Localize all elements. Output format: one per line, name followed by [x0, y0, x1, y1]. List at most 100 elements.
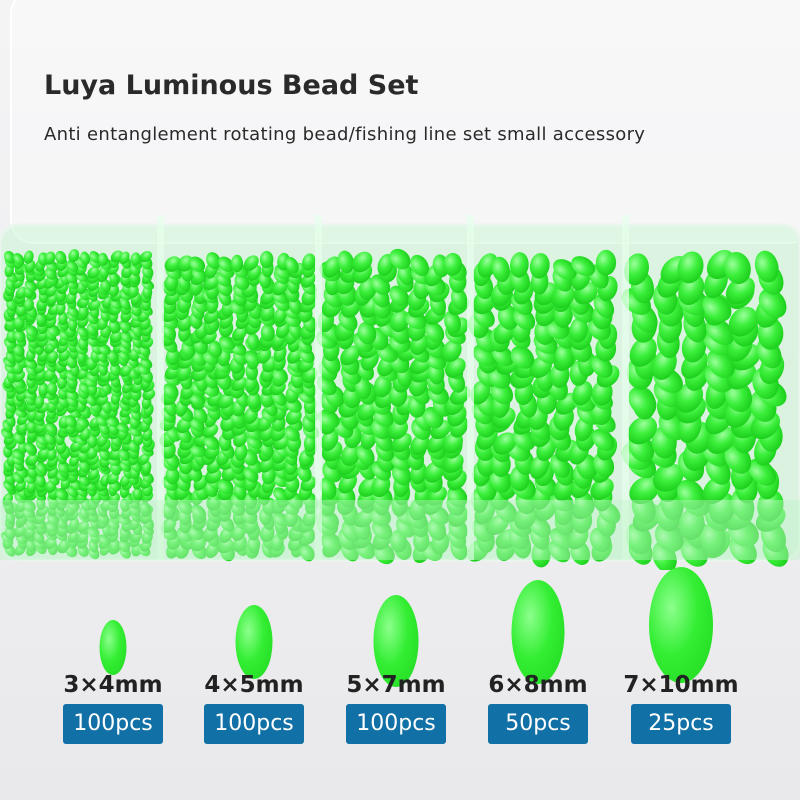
bead [553, 259, 577, 280]
bead [106, 473, 119, 485]
bead [569, 317, 589, 343]
bead [247, 391, 261, 410]
bead [320, 477, 337, 500]
bead [320, 429, 339, 452]
bead [102, 295, 113, 309]
bead [206, 493, 222, 511]
bead [300, 544, 315, 562]
bead [725, 276, 755, 305]
bead [80, 251, 91, 265]
bead [119, 319, 132, 332]
bead [247, 535, 261, 554]
bead [234, 443, 248, 461]
bead [748, 458, 777, 486]
bead [116, 422, 129, 434]
bead [491, 256, 510, 283]
bead [203, 309, 220, 324]
bead [26, 480, 37, 494]
bead [78, 474, 91, 487]
bead [38, 382, 49, 397]
bead [45, 422, 58, 434]
bead [166, 347, 180, 366]
bead [13, 525, 26, 538]
bead [555, 343, 575, 369]
bead [121, 265, 133, 279]
bead [410, 254, 429, 277]
bead [120, 297, 131, 311]
bead [4, 526, 16, 540]
box-divider [157, 215, 164, 560]
count-badge: 100pcs [346, 704, 446, 744]
bead [232, 325, 248, 341]
bead [110, 363, 122, 377]
bead [78, 304, 89, 319]
bead [16, 421, 28, 435]
bead [302, 253, 316, 271]
product-subtitle: Anti entanglement rotating bead/fishing … [44, 124, 646, 145]
bead [160, 517, 177, 533]
bead [58, 539, 70, 553]
bead [285, 409, 302, 425]
bead [68, 249, 80, 263]
bead [2, 493, 14, 506]
bead [592, 428, 615, 452]
size-label: 7×10mm [623, 672, 739, 698]
bead [109, 330, 122, 343]
bead [595, 249, 617, 276]
bead [77, 326, 89, 338]
bead [259, 250, 274, 269]
bead [137, 453, 150, 466]
bead [25, 325, 39, 337]
bead [389, 248, 411, 270]
bead [25, 538, 36, 552]
bead-3x4 [99, 620, 127, 675]
count-badge: 25pcs [631, 704, 731, 744]
bead [24, 442, 37, 454]
size-label: 5×7mm [346, 672, 446, 698]
bead [189, 256, 206, 272]
bead [98, 534, 111, 546]
bead [629, 336, 657, 367]
bead [37, 447, 50, 460]
bead [120, 330, 133, 344]
bead [139, 251, 153, 263]
bead [87, 468, 100, 481]
bead [23, 298, 34, 312]
count-badge: 50pcs [488, 704, 588, 744]
bead [551, 284, 575, 309]
bead [203, 435, 220, 450]
bead [100, 279, 111, 293]
bead [43, 537, 57, 550]
bead [43, 368, 56, 382]
size-label: 3×4mm [63, 672, 163, 698]
bead [702, 293, 732, 322]
bead [340, 443, 361, 467]
bead [47, 513, 60, 525]
bead [76, 416, 90, 429]
bead [14, 329, 26, 343]
bead [260, 289, 276, 305]
bead [338, 473, 358, 494]
bead [444, 310, 461, 334]
bead [106, 415, 120, 428]
bead [218, 256, 234, 272]
bead [424, 321, 445, 343]
bead [56, 302, 66, 316]
bead [260, 324, 275, 342]
bead [758, 288, 787, 319]
bead [44, 251, 56, 265]
bead [377, 253, 394, 277]
bead [132, 487, 143, 501]
bead [285, 256, 299, 274]
bead [529, 253, 550, 279]
bead [13, 343, 25, 357]
bead [25, 453, 39, 466]
bead [202, 275, 219, 291]
bead [163, 382, 179, 400]
bead [191, 504, 207, 520]
bead [357, 321, 377, 345]
bead [55, 250, 67, 265]
bead [76, 521, 90, 533]
bead [677, 251, 704, 284]
bead [510, 345, 535, 369]
